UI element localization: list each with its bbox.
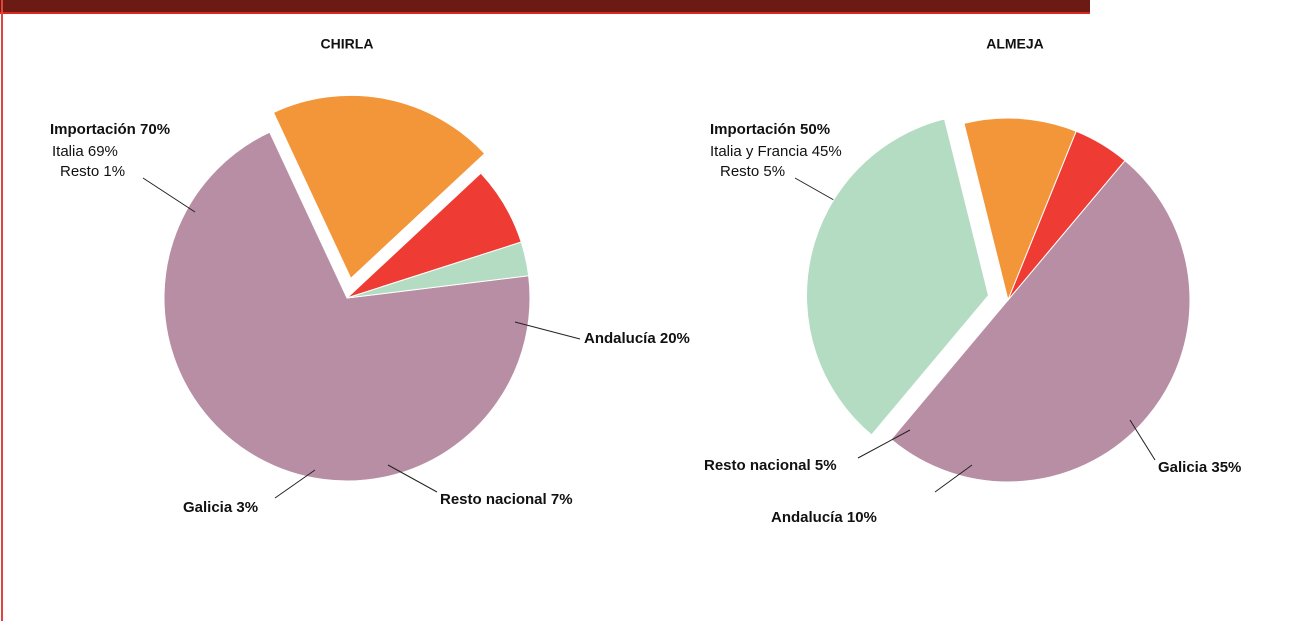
- slice-label: Resto nacional 7%: [440, 491, 573, 508]
- breakdown-label: Resto 5%: [720, 163, 785, 180]
- top-rule: [0, 12, 1090, 14]
- slice-label: Resto nacional 5%: [704, 457, 837, 474]
- slice-label: Galicia 3%: [183, 499, 258, 516]
- pie-slice: [806, 118, 990, 436]
- slice-label: Andalucía 10%: [771, 509, 877, 526]
- slice-label: Importación 50%: [710, 121, 830, 138]
- pie-slice: [1007, 130, 1126, 301]
- slice-label: Andalucía 20%: [584, 330, 690, 347]
- breakdown-label: Italia 69%: [52, 143, 118, 160]
- leader-line: [857, 429, 911, 459]
- leader-line: [387, 464, 438, 493]
- pie-slice: [890, 159, 1191, 483]
- pie-slice: [963, 117, 1077, 302]
- slice-label: Galicia 35%: [1158, 459, 1241, 476]
- pie-slice: [346, 241, 530, 299]
- leader-line: [274, 469, 316, 499]
- pie-slice: [163, 131, 531, 482]
- breakdown-label: Italia y Francia 45%: [710, 143, 842, 160]
- leader-line: [1129, 419, 1156, 461]
- breakdown-label: Resto 1%: [60, 163, 125, 180]
- leader-line: [142, 177, 196, 213]
- top-bar: [0, 0, 1090, 12]
- slice-label: Importación 70%: [50, 121, 170, 138]
- pie-slice: [272, 94, 486, 280]
- leader-line: [934, 464, 973, 493]
- chart-title: CHIRLA: [321, 36, 374, 52]
- left-rule: [1, 0, 3, 621]
- leader-line: [514, 321, 581, 340]
- chart-title: ALMEJA: [986, 36, 1044, 52]
